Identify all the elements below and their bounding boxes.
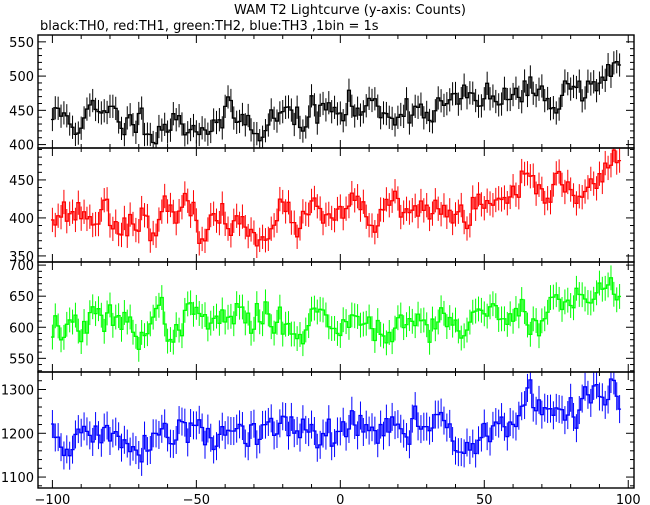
y-tick-label: 550 [9, 36, 34, 51]
x-axis: −100 −50 0 50 100 [35, 493, 641, 505]
y-tick-label: 1200 [1, 427, 34, 442]
data-line [50, 277, 622, 350]
series-th0 [50, 50, 622, 148]
series-th2 [50, 265, 622, 362]
panel-th2: 550 600 650 700 [9, 259, 635, 373]
y-tick-label: 450 [9, 104, 34, 119]
chart-title: WAM T2 Lightcurve (y-axis: Counts) [234, 3, 466, 18]
y-tick-label: 1100 [1, 471, 34, 486]
panel-frame [37, 371, 635, 489]
data-line [50, 61, 622, 145]
y-tick-label: 700 [9, 259, 34, 274]
y-tick-label: 550 [9, 352, 34, 367]
data-line [50, 378, 622, 463]
y-tick-label: 500 [9, 70, 34, 85]
x-tick-label: 50 [476, 493, 493, 505]
y-tick-label: 600 [9, 321, 34, 336]
series-th3 [50, 372, 622, 476]
x-tick-label: 100 [616, 493, 641, 505]
series-th1 [50, 148, 622, 258]
y-tick-label: 450 [9, 174, 34, 189]
chart-subtitle: black:TH0, red:TH1, green:TH2, blue:TH3 … [40, 19, 379, 34]
y-tick-label: 400 [9, 139, 34, 154]
data-line [50, 149, 622, 247]
y-tick-label: 350 [9, 250, 34, 265]
x-tick-label: −50 [183, 493, 210, 505]
panel-th3: 1100 1200 1300 [1, 371, 635, 489]
panel-th1: 350 400 450 [9, 147, 635, 265]
y-tick-label: 650 [9, 290, 34, 305]
x-tick-label: −100 [35, 493, 71, 505]
y-tick-label: 1300 [1, 384, 34, 399]
panel-th0: 400 450 500 550 [9, 34, 635, 154]
panels-group: 400 450 500 550 350 400 450 550 600 650 700 1100 120… [1, 34, 635, 489]
x-tick-label: 0 [336, 493, 344, 505]
y-tick-label: 400 [9, 212, 34, 227]
